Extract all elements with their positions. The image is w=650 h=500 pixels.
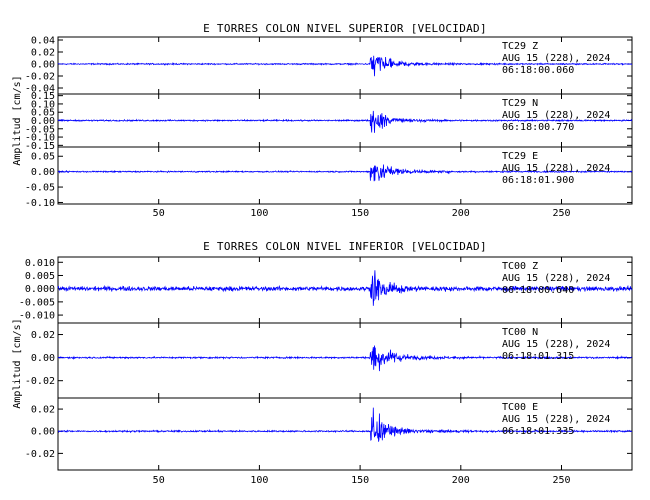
- y-tick-label: 0.010: [25, 258, 55, 269]
- y-tick-label: -0.005: [19, 297, 55, 308]
- y-tick-label: -0.10: [25, 133, 55, 144]
- x-tick-label: 200: [452, 475, 470, 486]
- trace-annotation: 06:18:00.770: [502, 122, 574, 133]
- trace-annotation: AUG 15 (228), 2024: [502, 339, 610, 350]
- y-tick-label: 0.00: [31, 353, 55, 364]
- y-tick-label: 0.05: [31, 152, 55, 163]
- x-tick-label: 100: [250, 475, 268, 486]
- waveform-trace: [57, 55, 633, 77]
- y-tick-label: -0.02: [25, 449, 55, 460]
- y-tick-label: -0.05: [25, 124, 55, 135]
- trace-annotation: AUG 15 (228), 2024: [502, 163, 610, 174]
- y-tick-label: 0.02: [31, 48, 55, 59]
- y-tick-label: 0.10: [31, 99, 55, 110]
- y-tick-label: 0.00: [31, 60, 55, 71]
- trace-annotation: 06:18:00.060: [502, 65, 574, 76]
- waveform-trace: [57, 407, 633, 442]
- y-tick-label: -0.02: [25, 72, 55, 83]
- trace-annotation: TC00 Z: [502, 261, 538, 272]
- x-tick-label: 50: [153, 208, 165, 219]
- y-tick-label: -0.04: [25, 84, 55, 95]
- x-tick-label: 150: [351, 208, 369, 219]
- trace-panel-tc29-n: -0.15-0.10-0.050.000.050.100.15 TC29 NAUG…: [25, 91, 633, 152]
- trace-annotation: 06:18:00.640: [502, 285, 574, 296]
- y-tick-label: 0.15: [31, 91, 55, 102]
- trace-annotation: TC00 N: [502, 327, 538, 338]
- trace-annotation: TC00 E: [502, 402, 538, 413]
- y-tick-label: 0.00: [31, 427, 55, 438]
- y-tick-label: 0.02: [31, 405, 55, 416]
- trace-annotation: 06:18:01.900: [502, 175, 574, 186]
- x-tick-label: 100: [250, 208, 268, 219]
- y-axis-label: Amplitud [cm/s]: [12, 318, 23, 408]
- y-tick-label: 0.05: [31, 108, 55, 119]
- x-tick-label: 200: [452, 208, 470, 219]
- trace-annotation: 06:18:01.335: [502, 426, 574, 437]
- y-tick-label: -0.010: [19, 311, 55, 322]
- waveform-trace: [57, 110, 633, 133]
- y-tick-label: -0.15: [25, 141, 55, 152]
- waveform-trace: [57, 345, 633, 372]
- x-tick-label: 250: [552, 475, 570, 486]
- trace-annotation: TC29 N: [502, 98, 538, 109]
- chart-title: E TORRES COLON NIVEL INFERIOR [VELOCIDAD…: [203, 240, 487, 253]
- x-tick-label: 150: [351, 475, 369, 486]
- y-tick-label: 0.04: [31, 36, 55, 47]
- y-tick-label: 0.00: [31, 167, 55, 178]
- y-tick-label: -0.10: [25, 198, 55, 209]
- waveform-trace: [57, 164, 633, 182]
- x-tick-label: 250: [552, 208, 570, 219]
- trace-annotation: TC29 Z: [502, 41, 538, 52]
- x-tick-label: 50: [153, 475, 165, 486]
- y-tick-label: 0.02: [31, 330, 55, 341]
- trace-annotation: AUG 15 (228), 2024: [502, 110, 610, 121]
- panel-frame: [57, 397, 633, 471]
- trace-annotation: AUG 15 (228), 2024: [502, 273, 610, 284]
- trace-annotation: AUG 15 (228), 2024: [502, 414, 610, 425]
- waveform-trace: [57, 270, 633, 306]
- y-tick-label: -0.05: [25, 183, 55, 194]
- y-axis-label: Amplitud [cm/s]: [12, 75, 23, 165]
- y-tick-label: -0.02: [25, 376, 55, 387]
- trace-annotation: 06:18:01.315: [502, 351, 574, 362]
- y-tick-label: 0.005: [25, 271, 55, 282]
- y-tick-label: 0.00: [31, 116, 55, 127]
- chart-title: E TORRES COLON NIVEL SUPERIOR [VELOCIDAD…: [203, 22, 487, 35]
- trace-annotation: AUG 15 (228), 2024: [502, 53, 610, 64]
- panel-frame: [57, 146, 633, 205]
- y-tick-label: 0.000: [25, 284, 55, 295]
- trace-annotation: TC29 E: [502, 151, 538, 162]
